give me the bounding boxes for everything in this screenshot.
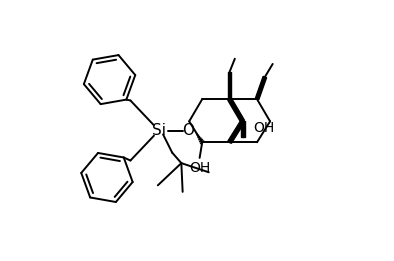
Text: OH: OH — [253, 121, 274, 135]
Polygon shape — [241, 121, 245, 137]
Polygon shape — [228, 98, 244, 122]
Polygon shape — [228, 120, 244, 143]
Text: O: O — [182, 123, 194, 138]
Polygon shape — [228, 72, 231, 99]
Text: OH: OH — [189, 161, 210, 175]
Text: Si: Si — [152, 123, 166, 138]
Polygon shape — [255, 76, 267, 100]
